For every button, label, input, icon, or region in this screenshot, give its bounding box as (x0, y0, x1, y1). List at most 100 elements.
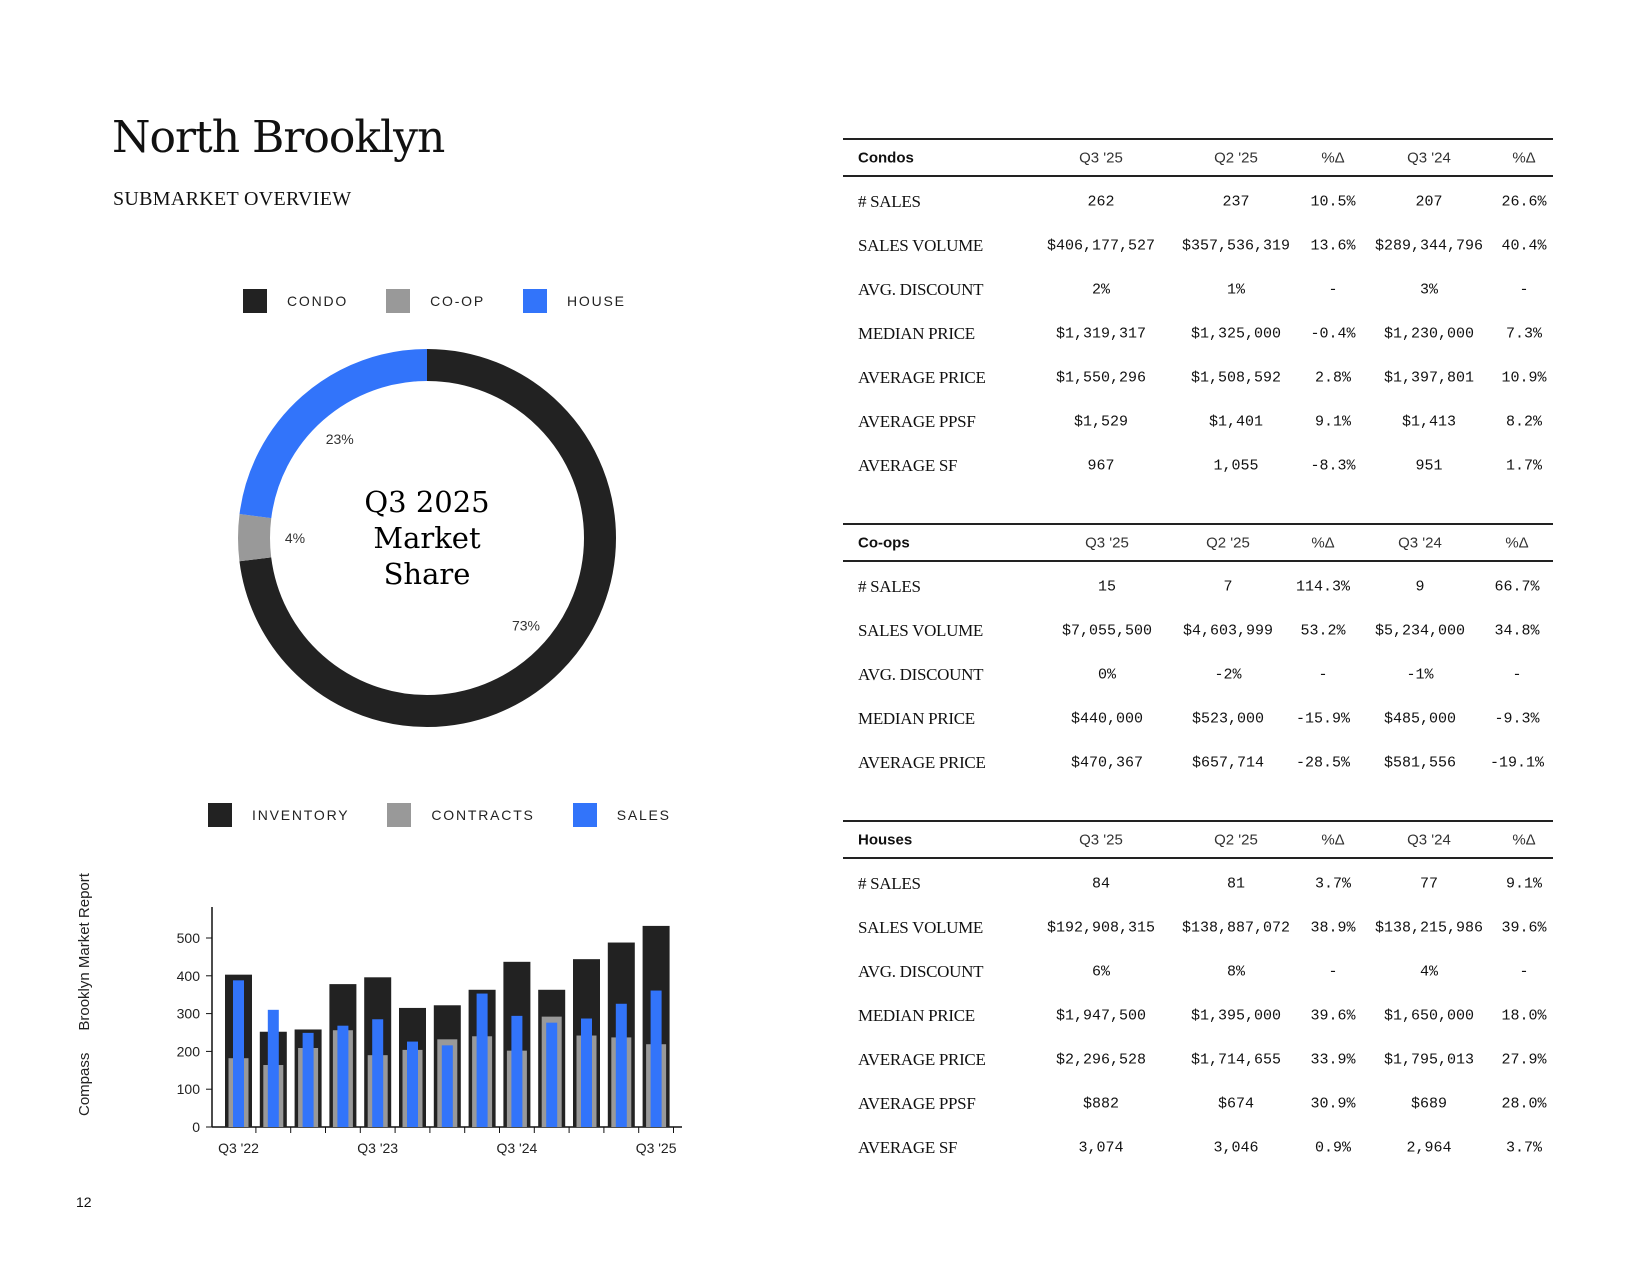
cell-value: 6% (1091, 963, 1111, 981)
cell-value: 237 (1222, 193, 1250, 211)
table-title: Condos (858, 149, 914, 166)
table-row: AVG. DISCOUNT 0% -2% - -1% - (843, 653, 1553, 697)
inventory-bar-chart: 0 100 200 300 400 500 Q3 '22 Q3 '23 Q3 '24 Q3 '25 (177, 907, 682, 1156)
cell-value: $470,367 (1070, 754, 1144, 772)
table-row: AVERAGE PRICE $470,367 $657,714 -28.5% $581,… (843, 741, 1553, 785)
row-label: AVERAGE PPSF (858, 1094, 976, 1113)
cell-value: 34.8% (1494, 622, 1540, 640)
donut-center-line: Share (384, 557, 471, 591)
y-tick-label: 300 (177, 1006, 201, 1022)
page-subtitle: SUBMARKET OVERVIEW (113, 188, 352, 210)
cell-value: -1% (1406, 666, 1434, 684)
legend-label: CONTRACTS (431, 807, 535, 823)
table-row: AVERAGE SF 967 1,055 -8.3% 951 1.7% (843, 444, 1553, 488)
brand-name: Compass (76, 1052, 93, 1116)
column-header: %Δ (1321, 831, 1345, 848)
cell-value: 2.8% (1314, 369, 1352, 387)
cell-value: -28.5% (1295, 754, 1351, 772)
table-row: # SALES 15 7 114.3% 9 66.7% (843, 565, 1553, 609)
cell-value: $1,319,317 (1055, 325, 1147, 343)
donut-slice-coop (238, 349, 616, 727)
cell-value: 9 (1415, 578, 1425, 596)
cell-value: $485,000 (1383, 710, 1457, 728)
row-label: AVERAGE PRICE (858, 753, 986, 772)
row-label: # SALES (858, 577, 921, 596)
cell-value: 0.9% (1314, 1139, 1352, 1157)
column-header: Q2 '25 (1206, 534, 1250, 551)
table-row: SALES VOLUME $7,055,500 $4,603,999 53.2% $5,… (843, 609, 1553, 653)
donut-slice-house (238, 349, 616, 727)
table-row: AVERAGE PPSF $1,529 $1,401 9.1% $1,413 8.2% (843, 400, 1553, 444)
cell-value: 18.0% (1501, 1007, 1547, 1025)
table-row: SALES VOLUME $406,177,527 $357,536,319 13.6… (843, 224, 1553, 268)
cell-value: 1% (1226, 281, 1246, 299)
cell-value: $1,230,000 (1383, 325, 1475, 343)
cell-value: 39.6% (1501, 919, 1547, 937)
cell-value: $689 (1410, 1095, 1448, 1113)
column-header: Q3 '24 (1407, 831, 1451, 848)
bar-sales (267, 1009, 279, 1127)
cell-value: - (1519, 963, 1529, 981)
table-condos: Condos Q3 '25 Q2 '25 %Δ Q3 '24 %Δ # SALES 262 23… (843, 138, 1553, 488)
donut-percent-label: 73% (512, 617, 540, 633)
table-row: AVG. DISCOUNT 2% 1% - 3% - (843, 268, 1553, 312)
row-label: SALES VOLUME (858, 236, 984, 255)
cell-value: $882 (1082, 1095, 1120, 1113)
report-name: Brooklyn Market Report (76, 873, 93, 1031)
x-tick-label: Q3 '25 (636, 1140, 677, 1156)
x-tick-label: Q3 '24 (496, 1140, 537, 1156)
cell-value: $289,344,796 (1374, 237, 1484, 255)
cell-value: 262 (1087, 193, 1115, 211)
table-title: Houses (858, 831, 913, 848)
y-tick-label: 400 (177, 968, 201, 984)
bar-sales (233, 980, 244, 1127)
cell-value: $2,296,528 (1055, 1051, 1147, 1069)
cell-value: $581,556 (1383, 754, 1457, 772)
cell-value: -19.1% (1489, 754, 1545, 772)
legend-label: CONDO (287, 293, 349, 309)
cell-value: - (1512, 666, 1522, 684)
cell-value: $1,397,801 (1383, 369, 1475, 387)
table-row: MEDIAN PRICE $1,319,317 $1,325,000 -0.4% $1,… (843, 312, 1553, 356)
cell-value: 1.7% (1505, 457, 1543, 475)
cell-value: 114.3% (1295, 578, 1351, 596)
row-label: AVERAGE SF (858, 1138, 958, 1157)
cell-value: $1,529 (1073, 413, 1129, 431)
cell-value: $406,177,527 (1046, 237, 1156, 255)
legend-label: SALES (616, 807, 671, 823)
cell-value: $1,714,655 (1190, 1051, 1282, 1069)
cell-value: 27.9% (1501, 1051, 1547, 1069)
page-number: 12 (76, 1194, 92, 1210)
cell-value: 40.4% (1501, 237, 1547, 255)
legend-swatch-house (523, 289, 548, 313)
cell-value: 81 (1226, 875, 1246, 893)
cell-value: 3% (1419, 281, 1439, 299)
x-tick-label: Q3 '22 (218, 1140, 259, 1156)
cell-value: 13.6% (1310, 237, 1356, 255)
y-tick-label: 100 (177, 1081, 201, 1097)
y-tick-label: 0 (192, 1119, 200, 1135)
cell-value: $657,714 (1191, 754, 1265, 772)
bar-sales (581, 1018, 592, 1127)
y-tick-label: 200 (177, 1043, 201, 1059)
table-row: # SALES 262 237 10.5% 207 26.6% (843, 180, 1553, 224)
cell-value: 9.1% (1314, 413, 1352, 431)
legend-swatch-inventory (208, 803, 232, 827)
bar-sales (302, 1032, 314, 1127)
cell-value: 7 (1223, 578, 1233, 596)
cell-value: $5,234,000 (1374, 622, 1466, 640)
cell-value: 4% (1419, 963, 1439, 981)
donut-center-line: Q3 2025 (364, 485, 489, 519)
vertical-footer: Compass Brooklyn Market Report (76, 851, 93, 1116)
table-row: AVERAGE PRICE $2,296,528 $1,714,655 33.9% $1… (843, 1038, 1553, 1082)
bar-sales (441, 1045, 453, 1127)
table-row: AVG. DISCOUNT 6% 8% - 4% - (843, 950, 1553, 994)
cell-value: 2% (1091, 281, 1111, 299)
cell-value: $4,603,999 (1182, 622, 1274, 640)
cell-value: 3,074 (1078, 1139, 1124, 1157)
cell-value: $1,550,296 (1055, 369, 1147, 387)
bar-sales (337, 1025, 349, 1127)
x-tick-label: Q3 '23 (357, 1140, 398, 1156)
donut-percent-label: 4% (285, 530, 305, 546)
cell-value: 53.2% (1300, 622, 1346, 640)
